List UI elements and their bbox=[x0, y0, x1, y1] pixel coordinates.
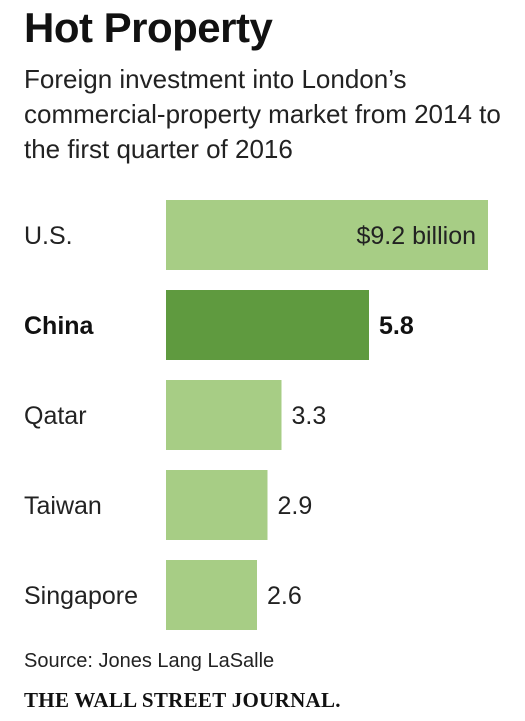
bar bbox=[166, 470, 268, 540]
category-label: U.S. bbox=[24, 222, 73, 250]
category-label: Singapore bbox=[24, 582, 138, 610]
value-label: 5.8 bbox=[379, 312, 414, 340]
bar bbox=[166, 200, 488, 270]
bar bbox=[166, 290, 369, 360]
category-label: China bbox=[24, 312, 95, 340]
bar-chart: U.S. $9.2 billion China 5.8 Qatar 3.3 Taiwan 2.… bbox=[24, 200, 488, 630]
value-label: 3.3 bbox=[292, 402, 327, 430]
value-label: 2.9 bbox=[278, 492, 313, 520]
bar bbox=[166, 380, 282, 450]
bar bbox=[166, 560, 257, 630]
source-note: Source: Jones Lang LaSalle bbox=[24, 650, 275, 672]
chart-subtitle: Foreign investment into London’s commerc… bbox=[24, 64, 501, 164]
value-label: $9.2 billion bbox=[356, 222, 476, 250]
chart-title: Hot Property bbox=[24, 4, 273, 51]
category-label: Taiwan bbox=[24, 492, 102, 520]
value-label: 2.6 bbox=[267, 582, 302, 610]
publisher-logo: THE WALL STREET JOURNAL. bbox=[24, 688, 341, 712]
category-label: Qatar bbox=[24, 402, 87, 430]
